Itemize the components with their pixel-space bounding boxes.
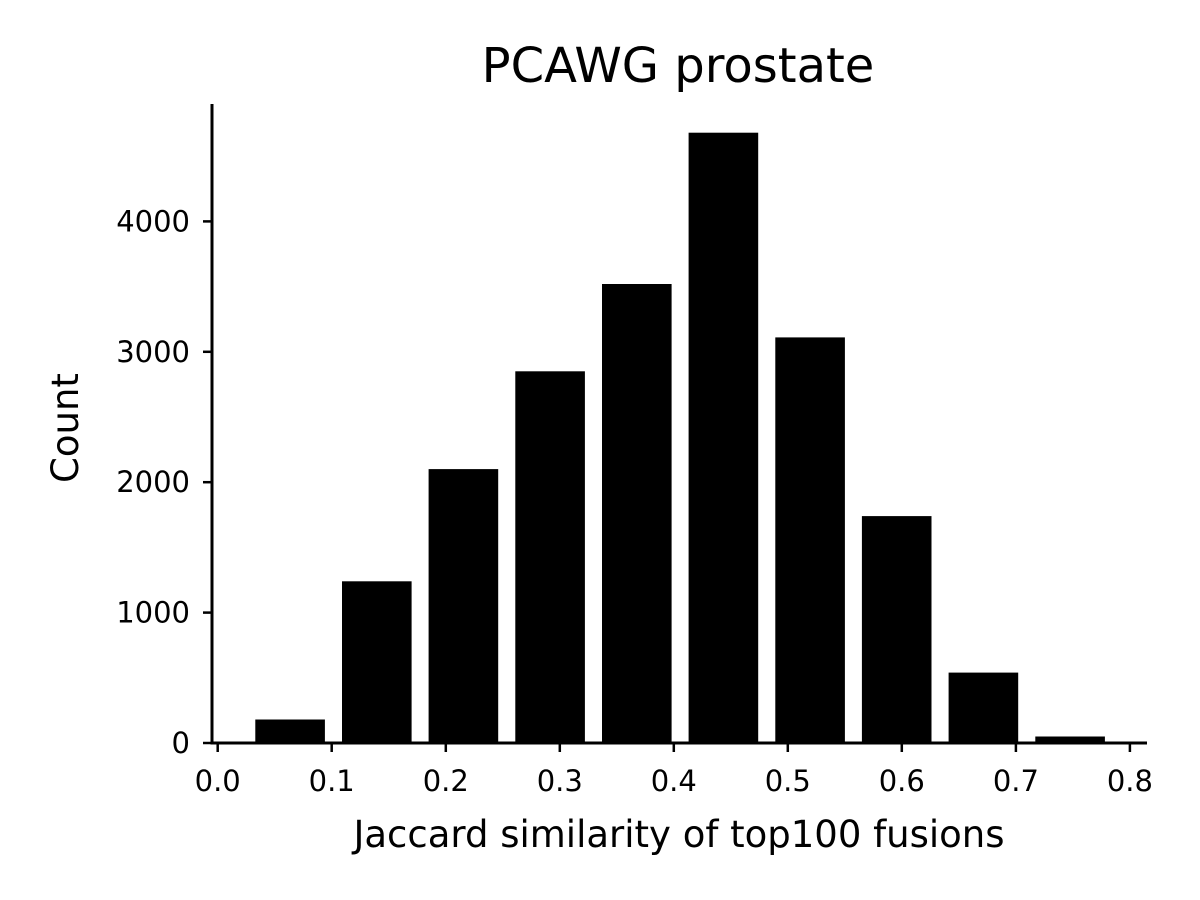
histogram-bar-5 [602, 284, 672, 743]
histogram-bar-1 [255, 719, 325, 743]
histogram-bar-2 [342, 581, 412, 743]
x-tick-label: 0.5 [765, 764, 811, 798]
x-tick-label: 0.0 [195, 764, 241, 798]
y-tick-label: 2000 [116, 465, 190, 499]
y-tick-label: 0 [172, 726, 190, 760]
chart-title: PCAWG prostate [482, 38, 875, 94]
x-tick-label: 0.1 [309, 764, 355, 798]
x-tick-label: 0.8 [1107, 764, 1153, 798]
x-tick-label: 0.6 [879, 764, 925, 798]
y-tick-label: 1000 [116, 596, 190, 630]
histogram-bar-6 [688, 132, 759, 743]
histogram-bar-3 [428, 469, 499, 743]
y-tick-label: 4000 [116, 204, 190, 238]
histogram-bar-9 [948, 672, 1019, 743]
y-axis-ticks: 0 1000 2000 3000 4000 [116, 204, 212, 760]
x-axis-label: Jaccard similarity of top100 fusions [351, 813, 1004, 856]
histogram-bar-10 [1035, 736, 1105, 743]
x-tick-label: 0.7 [993, 764, 1039, 798]
x-axis-ticks: 0.0 0.1 0.2 0.3 0.4 0.5 0.6 0.7 0.8 [195, 743, 1153, 798]
y-tick-label: 3000 [116, 335, 190, 369]
bars-group [255, 132, 1105, 743]
histogram-bar-7 [775, 337, 845, 743]
y-axis-label: Count [44, 373, 87, 483]
x-tick-label: 0.4 [651, 764, 697, 798]
x-tick-label: 0.3 [537, 764, 583, 798]
histogram-bar-4 [515, 371, 585, 743]
x-tick-label: 0.2 [423, 764, 469, 798]
histogram-bar-8 [861, 516, 932, 743]
